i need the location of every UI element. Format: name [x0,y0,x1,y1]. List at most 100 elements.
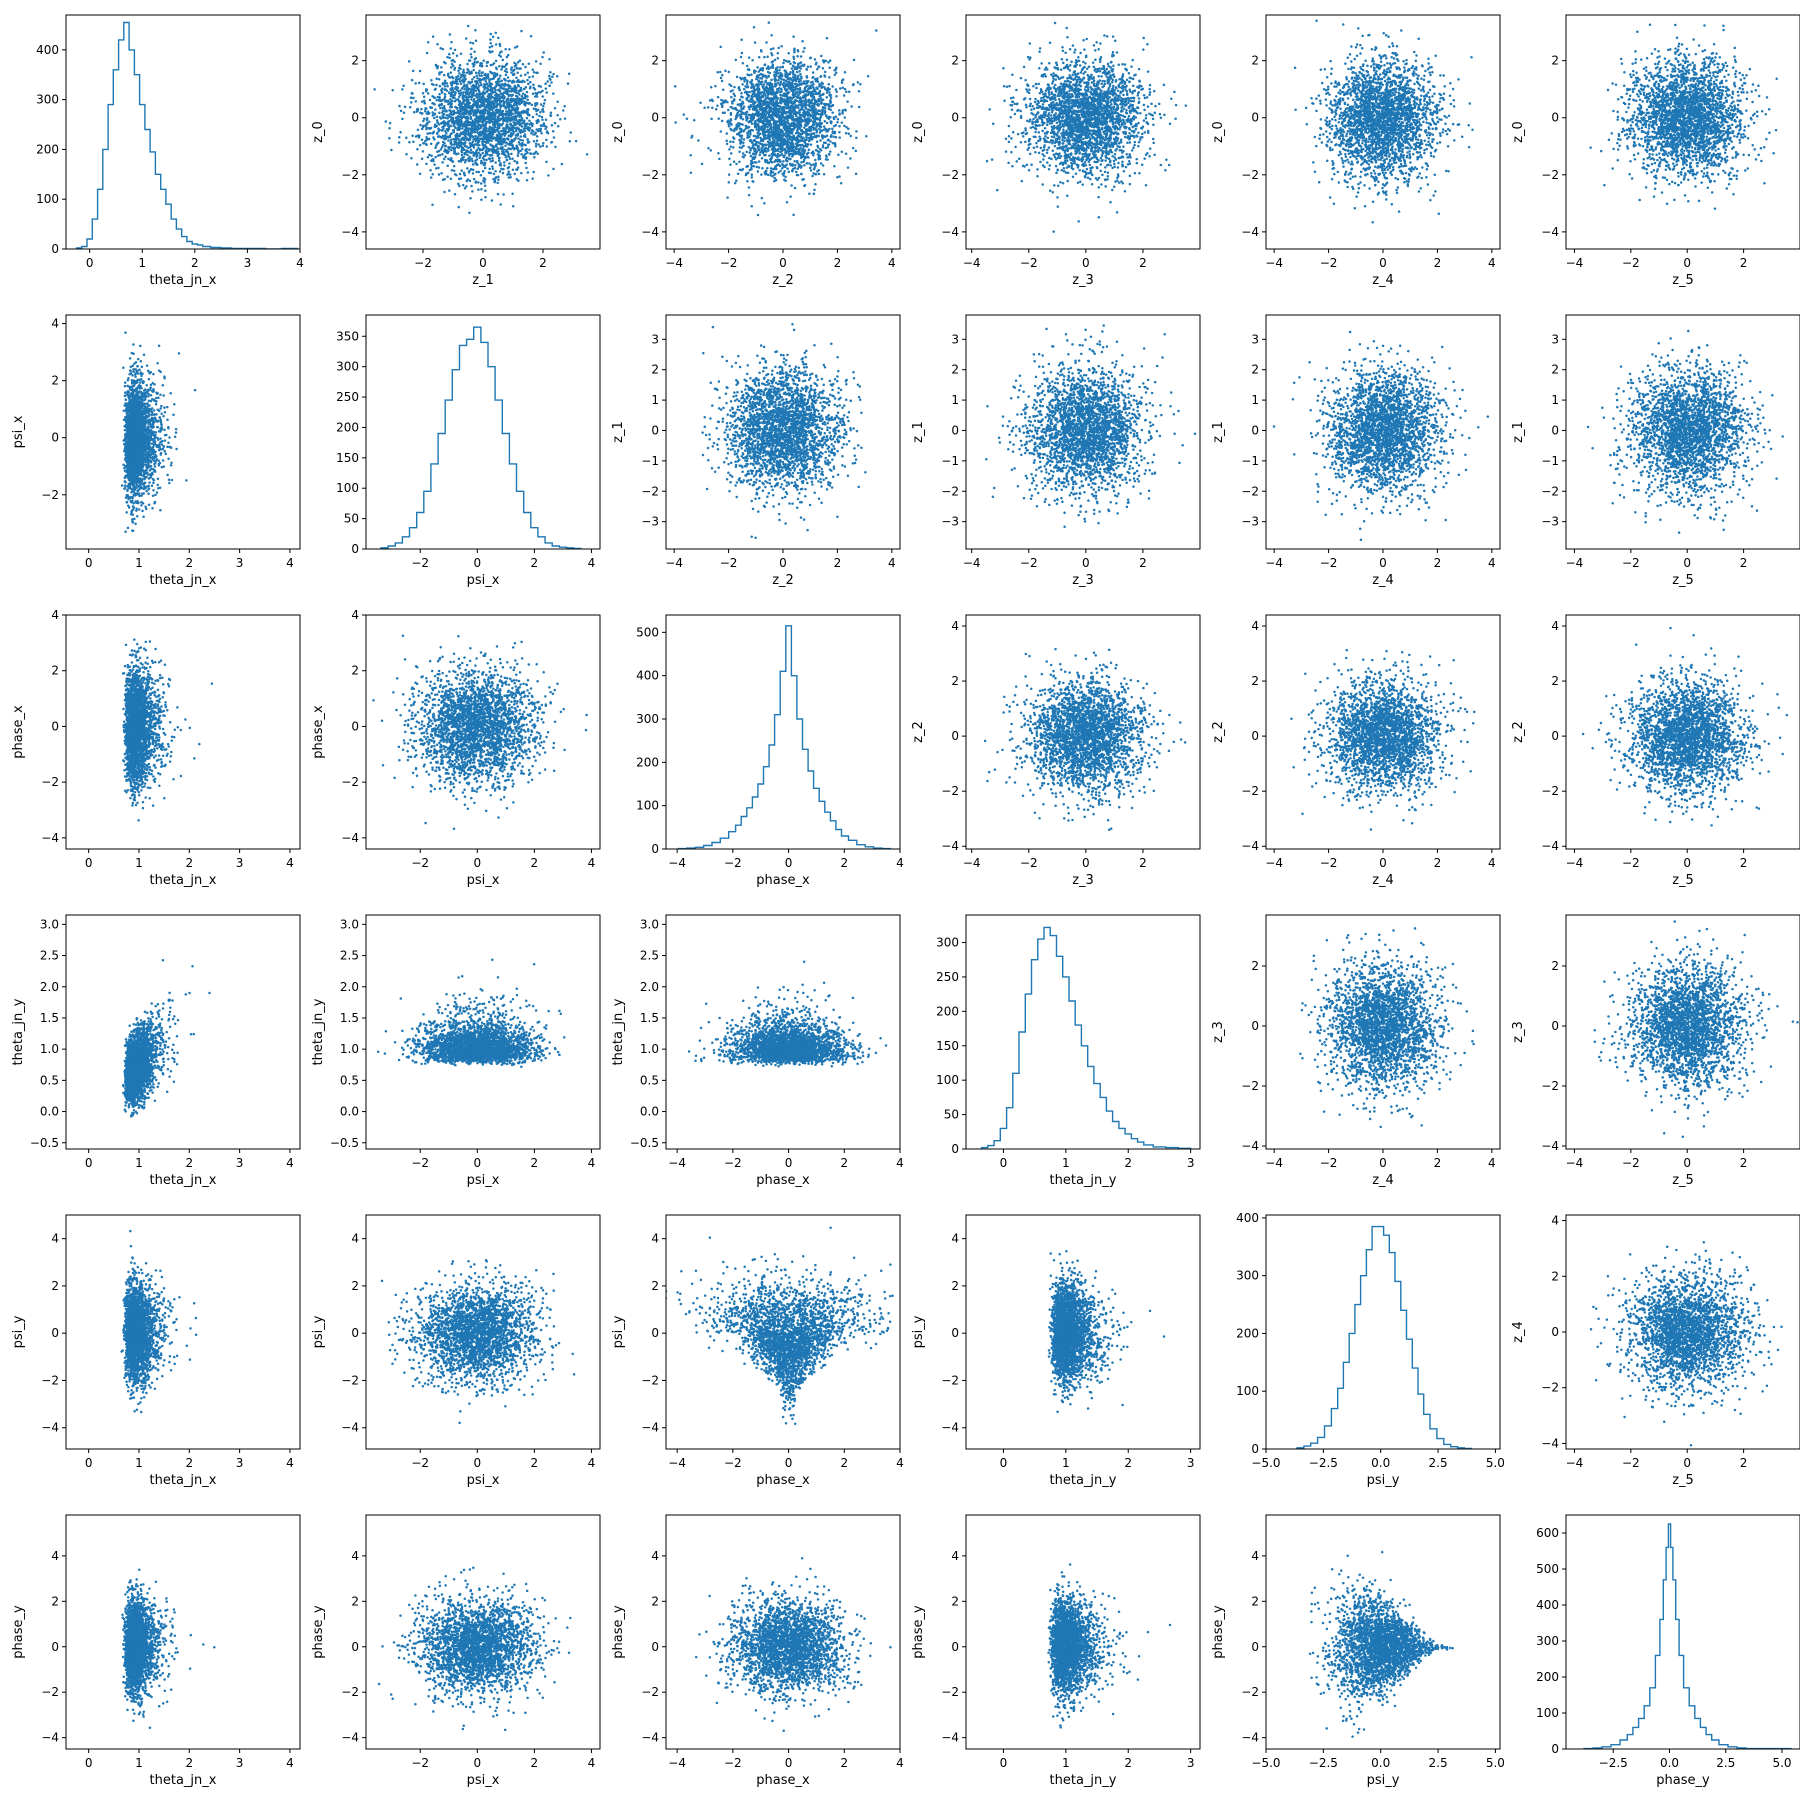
scatter-point [756,166,759,169]
scatter-point [479,153,482,156]
scatter-point [454,126,457,128]
scatter-point [784,87,787,90]
scatter-point [499,45,502,48]
scatter-point [823,125,826,128]
scatter-point [481,93,484,96]
scatter-point [492,77,495,80]
scatter-point [483,111,486,114]
scatter-point [546,80,549,83]
scatter-point [526,98,529,101]
scatter-point [413,111,416,114]
scatter-point [538,128,541,131]
scatter-point [438,99,441,102]
scatter-point [451,169,454,172]
scatter-point [792,145,795,148]
scatter-point [845,90,848,93]
scatter-point [521,122,524,125]
scatter-point [509,122,512,125]
scatter-point [827,139,830,142]
scatter-point [810,81,813,84]
scatter-point [411,79,414,82]
scatter-point [683,113,686,116]
scatter-point [550,141,553,144]
scatter-point [867,75,870,78]
scatter-point [441,146,444,149]
scatter-point [446,175,449,178]
scatter-point [450,95,453,98]
scatter-point [438,129,441,132]
scatter-point [539,145,542,148]
scatter-point [477,93,480,96]
scatter-point [763,154,766,157]
scatter-point [535,60,538,63]
scatter-point [467,110,470,113]
scatter-point [742,130,745,133]
scatter-point [735,115,738,118]
scatter-point [478,120,481,123]
scatter-point [450,139,453,142]
scatter-point [784,117,787,120]
scatter-point [776,90,779,93]
scatter-point [411,134,414,137]
scatter-point [442,178,445,181]
scatter-point [489,38,492,41]
scatter-point [518,67,521,70]
scatter-point [505,74,508,77]
scatter-point [491,157,494,160]
scatter-point [748,146,751,149]
scatter-point [482,164,485,167]
scatter-point [523,156,526,159]
scatter-point [430,79,433,82]
scatter-point [751,122,754,125]
scatter-point [806,68,809,71]
scatter-point [755,143,758,146]
scatter-point [776,127,779,130]
scatter-point [798,148,801,151]
scatter-point [786,107,789,110]
scatter-point [520,30,523,32]
scatter-point [789,147,792,150]
scatter-point [761,167,764,170]
scatter-point [857,81,860,84]
scatter-point [435,84,438,87]
scatter-point [425,163,428,166]
scatter-point [473,89,476,92]
scatter-point [775,179,778,182]
scatter-point [480,84,483,87]
scatter-point [478,79,481,82]
scatter-point [476,87,479,90]
scatter-point [497,176,500,179]
scatter-point [429,169,432,172]
y-tick-label: 400 [36,43,59,57]
scatter-point [460,74,463,77]
scatter-point [556,114,559,117]
scatter-point [438,173,441,176]
scatter-point [421,158,424,161]
scatter-point [524,129,527,132]
scatter-point [686,118,689,121]
scatter-point [811,77,814,80]
scatter-point [748,68,751,71]
scatter-point [475,171,478,174]
scatter-point [767,65,770,68]
scatter-point [497,193,500,196]
scatter-point [470,144,473,147]
scatter-point [799,135,802,138]
scatter-point [441,129,444,132]
scatter-point [497,178,500,181]
scatter-point [491,128,494,131]
scatter-point [514,137,517,140]
scatter-point [495,67,498,70]
scatter-point [388,127,391,130]
scatter-point [782,160,785,163]
scatter-point [792,214,795,217]
scatter-point [528,76,531,79]
scatter-point [792,70,795,73]
scatter-point [765,170,768,173]
scatter-point [489,158,492,161]
scatter-point [757,214,760,217]
scatter-point [787,61,790,64]
scatter-point [859,83,862,86]
scatter-point [527,171,530,174]
